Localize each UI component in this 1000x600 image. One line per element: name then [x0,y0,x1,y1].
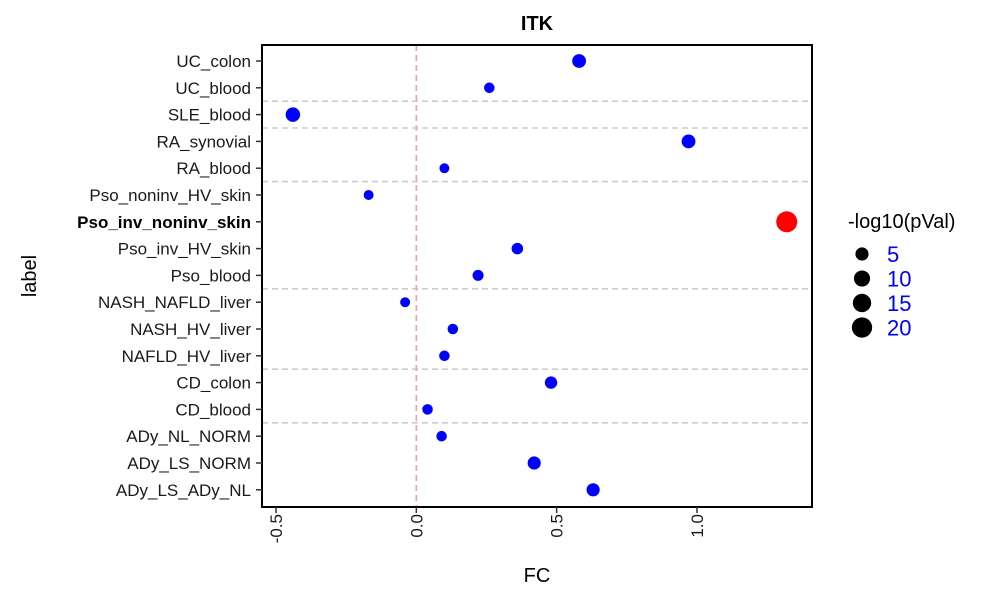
y-tick-label-13: CD_blood [175,400,251,419]
plot-panel-border [261,44,813,508]
data-point-ADy_NL_NORM [436,430,447,442]
data-point-NASH_HV_liver [447,323,459,335]
legend-label-5: 5 [887,242,899,267]
data-point-Pso_noninv_HV_skin [363,190,374,200]
legend-label-20: 20 [887,316,911,341]
y-tick-label-16: ADy_LS_ADy_NL [116,481,251,500]
x-tick-label-3: 1.0 [688,514,707,538]
x-tick-label-0: -0.5 [267,514,286,543]
y-tick-label-12: CD_colon [176,374,251,393]
data-points [285,54,798,497]
y-tick-label-7: Pso_inv_HV_skin [118,240,251,259]
x-axis-ticks: -0.5 0.0 0.5 1.0 [267,507,707,543]
y-tick-label-3: RA_synovial [157,132,252,151]
legend-marker-15 [852,293,872,313]
legend-label-10: 10 [887,267,911,292]
data-point-RA_blood [439,163,450,174]
data-point-Pso_inv_HV_skin [511,242,524,255]
y-tick-label-1: UC_blood [175,79,251,98]
y-tick-label-8: Pso_blood [171,266,251,285]
y-tick-label-9: NASH_NAFLD_liver [98,293,251,312]
y-tick-label-5: Pso_noninv_HV_skin [89,186,251,205]
data-point-Pso_blood [472,269,484,281]
data-point-UC_colon [572,54,587,68]
data-point-CD_blood [422,404,433,415]
y-tick-label-4: RA_blood [176,159,251,178]
x-tick-label-1: 0.0 [407,514,426,538]
data-point-NAFLD_HV_liver [439,350,450,362]
data-point-ADy_LS_NORM [527,456,541,470]
y-tick-label-15: ADy_LS_NORM [127,454,251,473]
legend-title: -log10(pVal) [848,211,955,233]
y-tick-label-0: UC_colon [176,52,251,71]
legend-label-15: 15 [887,291,911,316]
data-point-UC_blood [484,82,495,94]
group-separators [262,100,812,424]
y-tick-label-10: NASH_HV_liver [130,320,251,339]
data-point-CD_colon [544,376,558,389]
y-tick-label-6: Pso_inv_noninv_skin [77,213,251,232]
legend-marker-20 [851,317,873,338]
legend-marker-10 [853,270,871,287]
x-tick-label-2: 0.5 [548,514,567,538]
data-point-RA_synovial [681,134,696,149]
chart-title: ITK [521,13,554,35]
y-tick-label-11: NAFLD_HV_liver [122,347,252,366]
y-axis-labels: UC_colon UC_blood SLE_blood RA_synovial RA_b… [77,52,251,500]
x-axis-title: FC [524,565,551,587]
y-tick-label-14: ADy_NL_NORM [126,427,251,446]
data-point-NASH_NAFLD_liver [400,297,411,308]
legend-marker-5 [855,247,869,261]
y-axis-title: label [19,255,41,297]
y-tick-label-2: SLE_blood [168,106,251,125]
y-axis-ticks [256,60,262,491]
data-point-SLE_blood [285,107,301,122]
data-point-ADy_LS_ADy_NL [586,483,600,497]
data-point-Pso_inv_noninv_skin [776,211,798,233]
